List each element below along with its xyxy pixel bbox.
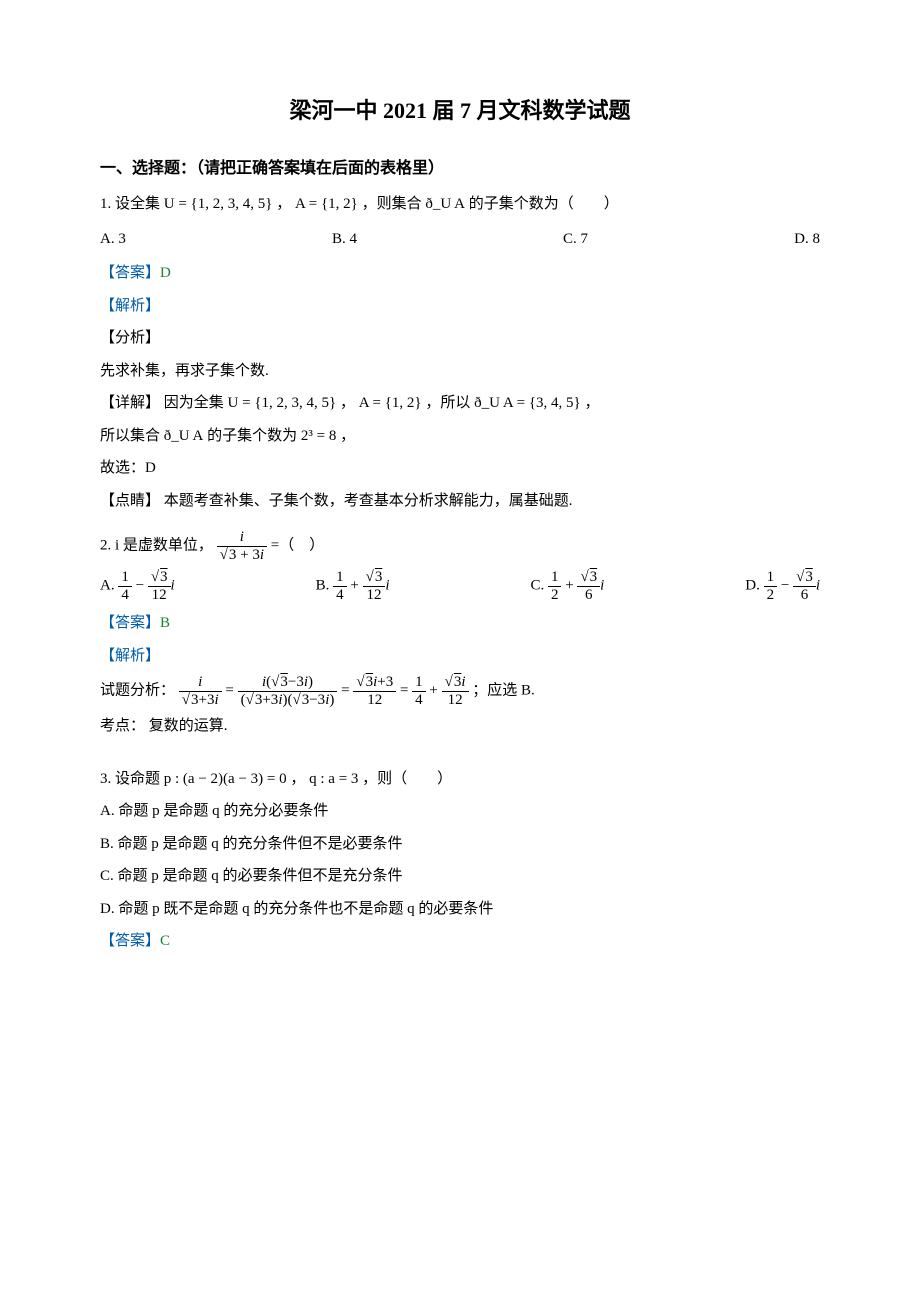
q1-fenxi: 【分析】: [100, 324, 820, 353]
q1-detail-mid: ，所以: [425, 395, 474, 411]
fenxi-label: 【分析】: [100, 330, 160, 346]
q1-jiexi: 【解析】: [100, 292, 820, 321]
q2-opt-d: D. 12 − √36i: [745, 569, 820, 603]
q1-U2: U = {1, 2, 3, 4, 5}: [228, 395, 337, 411]
q1-answer: 【答案】D: [100, 259, 820, 288]
q1-stem: 1. 设全集 U = {1, 2, 3, 4, 5} ， A = {1, 2} …: [100, 190, 820, 219]
q1-line2-pre: 所以集合: [100, 428, 164, 444]
q3-stem-pre: 3. 设命题: [100, 771, 164, 787]
dianjing-label: 【点睛】: [100, 493, 160, 509]
q1-guxuan: 故选：D: [100, 454, 820, 483]
q1-A: A = {1, 2}: [295, 196, 358, 212]
answer-label: 【答案】: [100, 615, 160, 631]
q1-A2: A = {1, 2}: [359, 395, 422, 411]
q3-stem-tail: ，则（ ）: [362, 771, 452, 787]
q1-opt-b: B. 4: [332, 225, 357, 254]
q1-dianjing-text: 本题考查补集、子集个数，考查基本分析求解能力，属基础题.: [164, 493, 573, 509]
kaodian-label: 考点：: [100, 718, 145, 734]
q2-analysis: 试题分析： i√3+3i = i(√3−3i)(√3+3i)(√3−3i) = …: [100, 674, 820, 708]
answer-label: 【答案】: [100, 933, 160, 949]
q1-CuA-val: ð_U A = {3, 4, 5}: [474, 395, 581, 411]
section-heading: 一、选择题：（请把正确答案填在后面的表格里）: [100, 154, 820, 184]
q1-detail-pre: 因为全集: [164, 395, 228, 411]
q1-detail: 【详解】 因为全集 U = {1, 2, 3, 4, 5} ， A = {1, …: [100, 389, 820, 418]
q2-answer-val: B: [160, 615, 170, 631]
q1-options: A. 3 B. 4 C. 7 D. 8: [100, 225, 820, 254]
q3-opt-a: A. 命题 p 是命题 q 的充分必要条件: [100, 797, 820, 826]
q3-q: q : a = 3: [309, 771, 358, 787]
q3-answer-val: C: [160, 933, 170, 949]
q2-kaodian: 考点： 复数的运算.: [100, 712, 820, 741]
q2-opt-c: C. 12 + √36i: [530, 569, 604, 603]
q1-opt-c: C. 7: [563, 225, 588, 254]
yingxuan: ；应选 B.: [472, 683, 535, 699]
q3-answer: 【答案】C: [100, 927, 820, 956]
q2-jiexi: 【解析】: [100, 642, 820, 671]
q2-opt-b: B. 14 + √312i: [316, 569, 390, 603]
q1-line2: 所以集合 ð_U A 的子集个数为 2³ = 8 ，: [100, 422, 820, 451]
q3-opt-b: B. 命题 p 是命题 q 的充分条件但不是必要条件: [100, 830, 820, 859]
q2-options: A. 14 − √312i B. 14 + √312i C. 12 + √36i…: [100, 569, 820, 603]
q1-stem-mid: ，则集合: [362, 196, 426, 212]
q1-CuA2: ð_U A: [164, 428, 204, 444]
q1-fenxi-text: 先求补集，再求子集个数.: [100, 357, 820, 386]
q3-opt-c: C. 命题 p 是命题 q 的必要条件但不是充分条件: [100, 862, 820, 891]
q1-CuA: ð_U A: [425, 196, 465, 212]
q1-stem-tail: 的子集个数为（ ）: [469, 196, 619, 212]
q3-stem: 3. 设命题 p : (a − 2)(a − 3) = 0 ， q : a = …: [100, 765, 820, 794]
q2-stem-tail: =（ ）: [271, 538, 324, 554]
q1-U: U = {1, 2, 3, 4, 5}: [164, 196, 273, 212]
q2-stem: 2. i 是虚数单位， i √3 + 3i =（ ）: [100, 529, 820, 563]
q3-opt-d: D. 命题 p 既不是命题 q 的充分条件也不是命题 q 的必要条件: [100, 895, 820, 924]
guxuan-label: 故选：: [100, 460, 145, 476]
q2-main-frac: i √3 + 3i: [217, 529, 267, 563]
q2-opt-a: A. 14 − √312i: [100, 569, 175, 603]
q1-opt-a: A. 3: [100, 225, 126, 254]
q1-line2-tail: 的子集个数为: [207, 428, 301, 444]
q2-answer: 【答案】B: [100, 609, 820, 638]
q2-kaodian-text: 复数的运算.: [149, 718, 228, 734]
q1-stem-pre: 1. 设全集: [100, 196, 164, 212]
q1-dianjing: 【点睛】 本题考查补集、子集个数，考查基本分析求解能力，属基础题.: [100, 487, 820, 516]
q1-pow: 2³ = 8: [301, 428, 336, 444]
q1-opt-d: D. 8: [794, 225, 820, 254]
q2-stem-pre: 2. i 是虚数单位，: [100, 538, 213, 554]
analysis-label: 试题分析：: [100, 683, 175, 699]
answer-label: 【答案】: [100, 265, 160, 281]
q1-answer-val: D: [160, 265, 171, 281]
q3-p: p : (a − 2)(a − 3) = 0: [164, 771, 287, 787]
xiangjie-label: 【详解】: [100, 395, 160, 411]
page-title: 梁河一中 2021 届 7 月文科数学试题: [100, 90, 820, 132]
